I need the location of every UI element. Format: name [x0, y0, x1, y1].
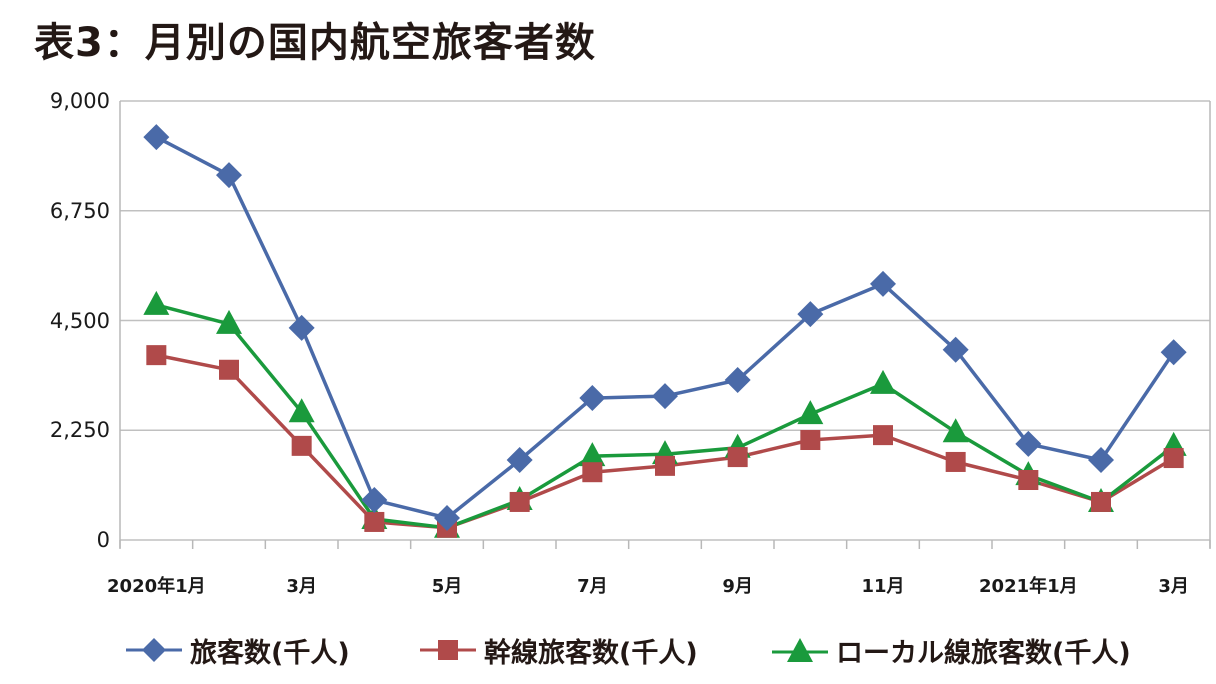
- legend-item-total: 旅客数(千人): [126, 628, 350, 672]
- y-tick-label: 2,250: [49, 418, 110, 443]
- data-point-marker: [942, 336, 969, 363]
- data-point-marker: [727, 447, 748, 468]
- data-point-marker: [509, 491, 530, 512]
- chart-title: 表3：月別の国内航空旅客者数: [34, 20, 596, 66]
- data-point-marker: [361, 487, 388, 514]
- x-tick-label: 9月: [722, 576, 753, 597]
- data-point-marker: [800, 430, 821, 451]
- x-tick-label: 2021年1月: [979, 576, 1078, 597]
- data-point-marker: [797, 400, 824, 425]
- data-point-marker: [143, 290, 170, 315]
- data-point-marker: [870, 270, 896, 297]
- x-tick-label: 5月: [431, 576, 463, 597]
- legend-item-trunk: 幹線旅客数(千人): [420, 628, 698, 672]
- y-tick-label: 0: [96, 528, 110, 552]
- data-point-marker: [1160, 339, 1187, 366]
- data-point-marker: [652, 383, 678, 410]
- data-point-marker: [216, 309, 242, 334]
- triangle-marker-icon: [772, 638, 828, 662]
- data-point-marker: [506, 447, 533, 474]
- data-point-marker: [1091, 491, 1111, 512]
- data-point-marker: [219, 359, 239, 380]
- data-point-marker: [1163, 448, 1184, 469]
- legend-label-trunk: 幹線旅客数(千人): [484, 637, 698, 669]
- data-point-marker: [143, 124, 170, 151]
- diamond-marker-icon: [126, 638, 182, 662]
- data-point-marker: [216, 162, 242, 189]
- data-point-marker: [873, 425, 893, 446]
- data-point-marker: [1015, 430, 1042, 457]
- x-tick-label: 2020年1月: [107, 576, 206, 597]
- data-point-marker: [434, 505, 460, 532]
- y-tick-label: 4,500: [49, 308, 110, 333]
- data-point-marker: [291, 435, 312, 456]
- data-point-marker: [1088, 447, 1114, 474]
- data-point-marker: [364, 511, 385, 532]
- data-point-marker: [655, 455, 675, 476]
- x-tick-label: 11月: [861, 576, 905, 597]
- legend-label-local: ローカル線旅客数(千人): [836, 637, 1131, 669]
- square-marker-icon: [420, 640, 476, 660]
- data-point-marker: [288, 314, 315, 341]
- data-point-marker: [945, 451, 966, 472]
- legend-item-local: ローカル線旅客数(千人): [772, 628, 1131, 672]
- data-point-marker: [870, 369, 896, 394]
- data-point-marker: [797, 301, 824, 328]
- line-chart-plot: [119, 100, 1211, 549]
- data-point-marker: [1018, 470, 1039, 491]
- data-point-marker: [582, 462, 603, 483]
- data-point-marker: [146, 345, 167, 366]
- data-point-marker: [288, 398, 315, 423]
- data-point-marker: [579, 385, 606, 412]
- x-tick-label: 3月: [286, 576, 317, 597]
- x-tick-label: 7月: [577, 576, 608, 597]
- data-point-marker: [724, 367, 751, 394]
- data-point-marker: [942, 418, 969, 443]
- y-tick-label: 9,000: [49, 89, 110, 113]
- legend-label-total: 旅客数(千人): [190, 637, 350, 669]
- data-point-marker: [579, 442, 606, 467]
- x-tick-label: 3月: [1158, 576, 1189, 597]
- y-tick-label: 6,750: [49, 198, 110, 223]
- chart-legend: 旅客数(千人) 幹線旅客数(千人) ローカル線旅客数(千人): [0, 628, 1216, 672]
